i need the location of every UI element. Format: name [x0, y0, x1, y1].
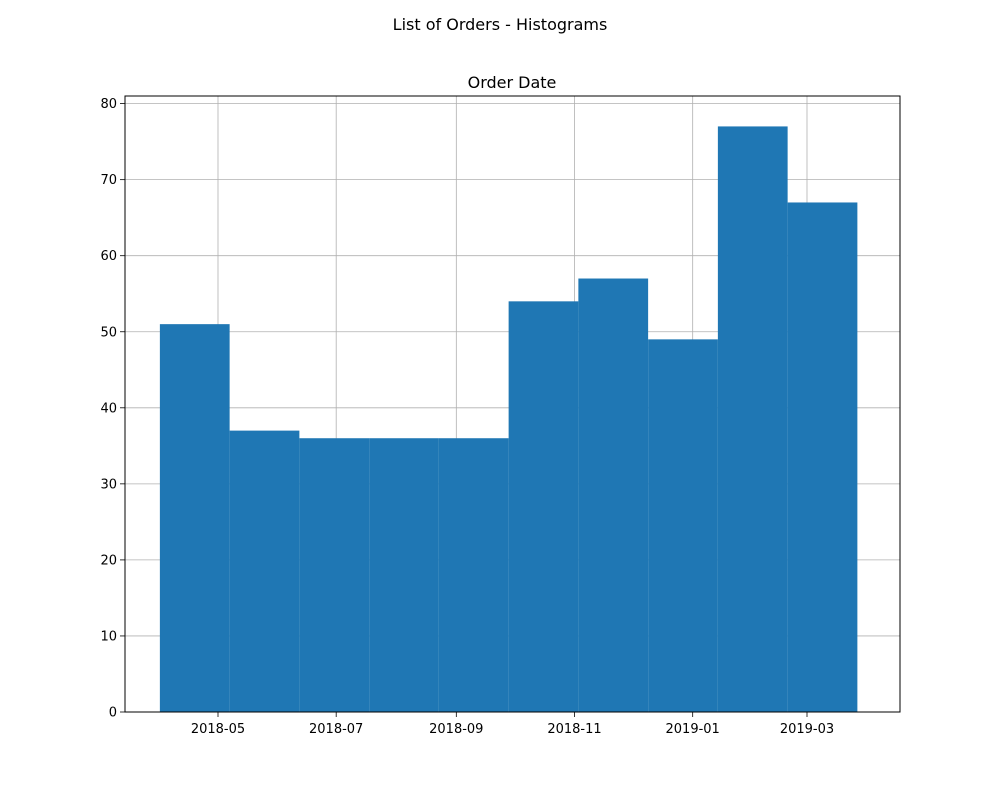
y-tick-label: 10 [100, 629, 117, 644]
y-tick-label: 0 [109, 706, 117, 721]
figure-suptitle: List of Orders - Histograms [393, 15, 608, 34]
chart-title: Order Date [468, 73, 557, 92]
y-axis-ticks: 0 10 20 30 40 50 60 70 80 [100, 97, 125, 721]
x-tick-label: 2018-11 [547, 722, 601, 737]
histogram-bar [229, 430, 300, 712]
y-tick-label: 80 [100, 97, 117, 112]
x-tick-label: 2018-05 [191, 722, 245, 737]
histogram-bar [578, 278, 649, 712]
plot-frame [124, 95, 901, 713]
y-tick-label: 40 [100, 401, 117, 416]
histogram-bar [648, 339, 718, 712]
y-tick-label: 60 [100, 249, 117, 264]
histogram-bar [159, 324, 230, 712]
histogram-bar [787, 202, 858, 713]
histogram-bars [159, 126, 858, 713]
x-tick-label: 2019-03 [780, 722, 834, 737]
histogram-bar [299, 438, 370, 712]
histogram-bar [438, 438, 509, 712]
histogram-bar [717, 126, 788, 713]
x-tick-label: 2019-01 [666, 722, 720, 737]
y-tick-label: 70 [100, 173, 117, 188]
histogram-bar [369, 438, 439, 712]
x-tick-label: 2018-07 [309, 722, 363, 737]
histogram-bar [508, 301, 579, 712]
y-tick-label: 30 [100, 477, 117, 492]
y-tick-label: 20 [100, 553, 117, 568]
x-tick-label: 2018-09 [429, 722, 483, 737]
x-axis-ticks: 2018-05 2018-07 2018-09 2018-11 2019-01 2019-… [191, 712, 834, 737]
y-tick-label: 50 [100, 325, 117, 340]
